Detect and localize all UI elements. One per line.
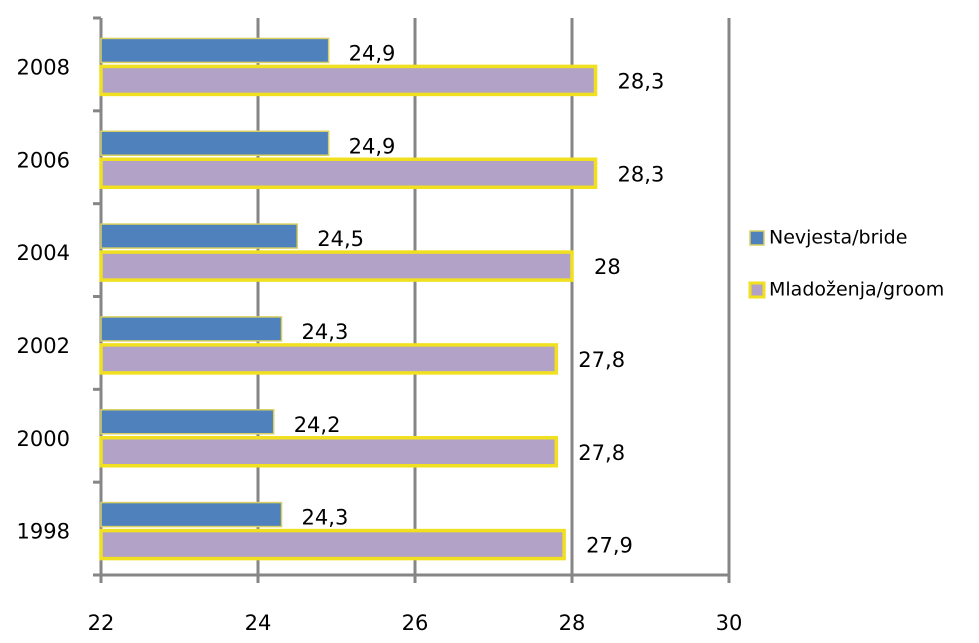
legend-label: Mladoženja/groom — [769, 279, 944, 301]
bar — [100, 501, 283, 528]
y-tick-label: 2000 — [17, 427, 70, 451]
data-label: 24,3 — [302, 320, 349, 344]
y-tick-label: 2006 — [17, 148, 70, 172]
y-tick-label: 2004 — [17, 241, 70, 265]
bar — [99, 528, 566, 561]
data-label: 27,9 — [586, 534, 633, 558]
y-tick-label: 1998 — [17, 520, 70, 544]
x-tick-label: 26 — [402, 611, 429, 635]
data-label: 28,3 — [618, 162, 665, 186]
bar — [100, 409, 275, 435]
bar — [99, 436, 559, 468]
x-tick-label: 28 — [559, 611, 586, 635]
data-label: 28 — [594, 255, 621, 279]
legend-marker — [748, 281, 766, 299]
x-tick-label: 22 — [88, 611, 115, 635]
data-label: 27,8 — [578, 441, 625, 465]
bar — [100, 130, 330, 156]
x-tick-label: 30 — [716, 611, 743, 635]
data-label: 28,3 — [618, 69, 665, 93]
data-label: 24,3 — [302, 506, 349, 530]
bar — [99, 343, 559, 375]
bar — [100, 37, 330, 64]
legend-label: Nevjesta/bride — [769, 227, 907, 249]
bar — [100, 223, 298, 249]
legend-marker — [749, 230, 765, 246]
bar — [99, 64, 598, 97]
bar — [100, 316, 283, 342]
data-label: 24,9 — [349, 41, 396, 65]
y-tick-label: 2008 — [17, 55, 70, 79]
y-tick-label: 2002 — [17, 334, 70, 358]
data-label: 24,2 — [294, 413, 341, 437]
bar — [99, 157, 598, 189]
data-label: 24,9 — [349, 134, 396, 158]
x-tick-label: 24 — [245, 611, 272, 635]
data-label: 27,8 — [578, 348, 625, 372]
data-label: 24,5 — [317, 227, 364, 251]
bar — [99, 250, 574, 282]
